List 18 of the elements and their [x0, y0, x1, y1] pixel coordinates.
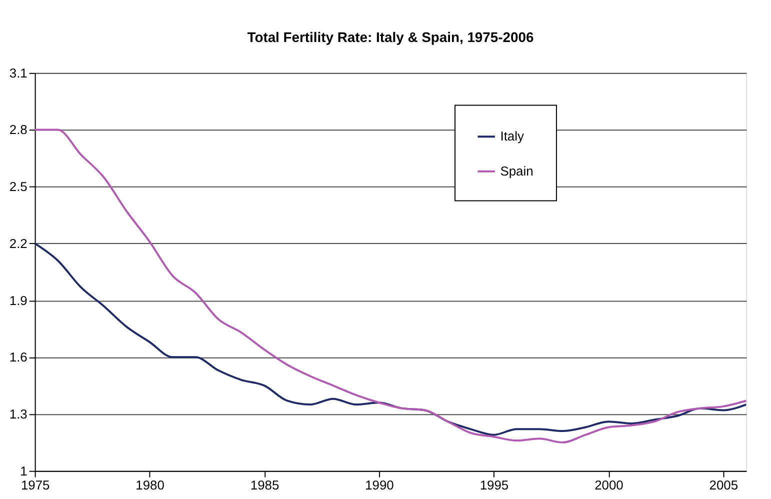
y-tick-label: 1.6	[9, 350, 28, 365]
x-tick-label: 1975	[20, 477, 50, 492]
x-tick-label: 1995	[480, 477, 509, 492]
y-tick-label: 1.9	[9, 292, 28, 308]
legend-label: Italy	[500, 128, 524, 144]
legend-label: Spain	[500, 163, 534, 178]
x-tick-label: 2005	[709, 477, 738, 492]
y-tick-label: 2.2	[9, 236, 28, 251]
x-tick-label: 1980	[136, 477, 164, 492]
x-tick-label: 1990	[365, 477, 394, 492]
y-tick-label: 2.8	[9, 122, 28, 138]
y-tick-label: 3.1	[9, 65, 28, 80]
x-tick-label: 2000	[594, 477, 624, 492]
y-tick-label: 2.5	[9, 179, 28, 194]
x-tick-label: 1985	[250, 477, 280, 492]
chart-title: Total Fertility Rate: Italy & Spain, 1975-2006	[247, 29, 534, 46]
y-tick-label: 1	[20, 463, 28, 478]
y-tick-label: 1.3	[9, 406, 28, 422]
